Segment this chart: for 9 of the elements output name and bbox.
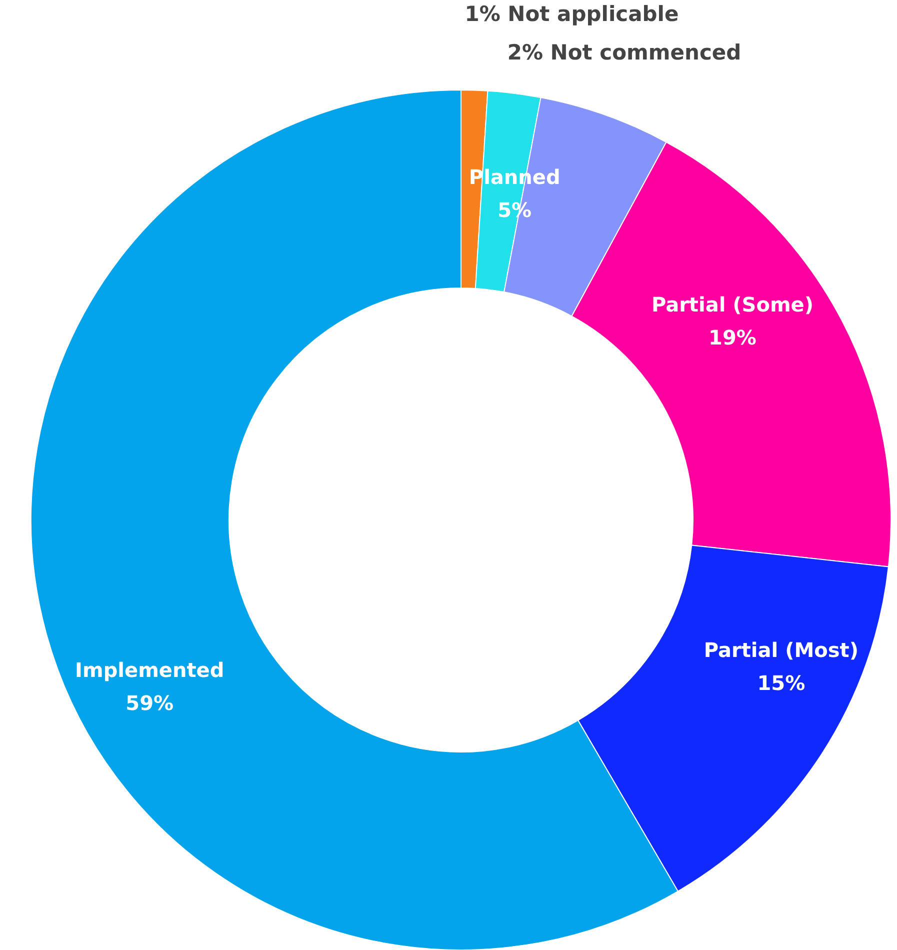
slice-label: Partial (Some) (651, 292, 814, 316)
slice-label: Implemented (75, 658, 224, 682)
slice-label: 2% Not commenced (507, 40, 742, 65)
data-label: 15% (757, 671, 806, 696)
data-label: 19% (708, 325, 756, 350)
slice-label: Planned (468, 165, 560, 190)
data-label: 59% (126, 690, 174, 715)
slice-label: Partial (Most) (704, 638, 858, 662)
slice-label: 1% Not applicable (464, 2, 679, 26)
